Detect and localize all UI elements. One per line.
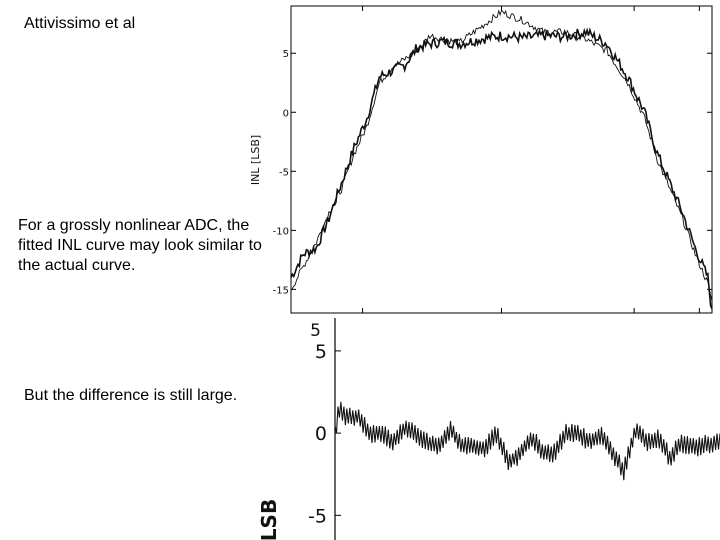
series-difference [334, 401, 720, 481]
author-credit: Attivissimo et al [24, 15, 136, 32]
top-ytick-label: -5 [279, 167, 289, 178]
bottom-ytick-label-partial: 5 [310, 321, 321, 341]
top-plot-frame [290, 5, 713, 314]
bottom-ytick-label: 5 [315, 341, 327, 363]
series-fitted-inl [290, 9, 713, 302]
top-ytick-label: 0 [283, 108, 289, 119]
top-ytick-label: -15 [273, 285, 289, 296]
bottom-y-axis-label: LSB [257, 499, 281, 540]
caption-difference: But the difference is still large. [24, 387, 238, 404]
series-actual-inl [290, 27, 713, 310]
bottom-ytick-label: -5 [308, 505, 327, 527]
bottom-ytick-label: 0 [315, 423, 327, 445]
top-y-axis-label: INL [LSB] [249, 135, 262, 185]
caption-fitted-curve: For a grossly nonlinear ADC, the fitted … [18, 217, 262, 274]
top-ytick-label: 5 [283, 49, 289, 60]
top-ytick-label: -10 [273, 226, 289, 237]
